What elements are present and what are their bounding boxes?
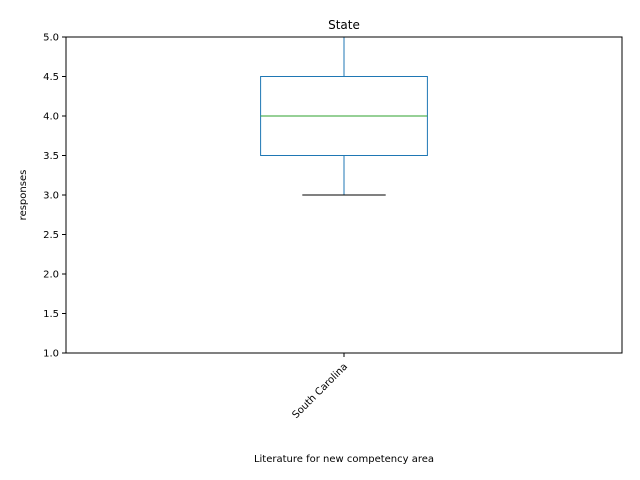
y-tick-label: 3.5 [43, 151, 59, 162]
chart-title: State [328, 18, 360, 32]
y-axis-label: responses [18, 170, 29, 221]
y-axis-ticks: 1.0 1.5 2.0 2.5 3.0 3.5 4.0 4.5 5.0 [43, 33, 66, 360]
x-axis-label: Literature for new competency area [254, 454, 434, 465]
y-tick-label: 1.0 [43, 349, 59, 360]
plot-area-frame [65, 36, 623, 354]
y-tick-label: 5.0 [43, 33, 59, 44]
y-tick-label: 4.5 [43, 72, 59, 83]
y-tick-label: 1.5 [43, 309, 59, 320]
y-tick-label: 2.0 [43, 270, 59, 281]
y-tick-label: 4.0 [43, 112, 59, 123]
y-tick-label: 2.5 [43, 230, 59, 241]
y-tick-label: 3.0 [43, 191, 59, 202]
